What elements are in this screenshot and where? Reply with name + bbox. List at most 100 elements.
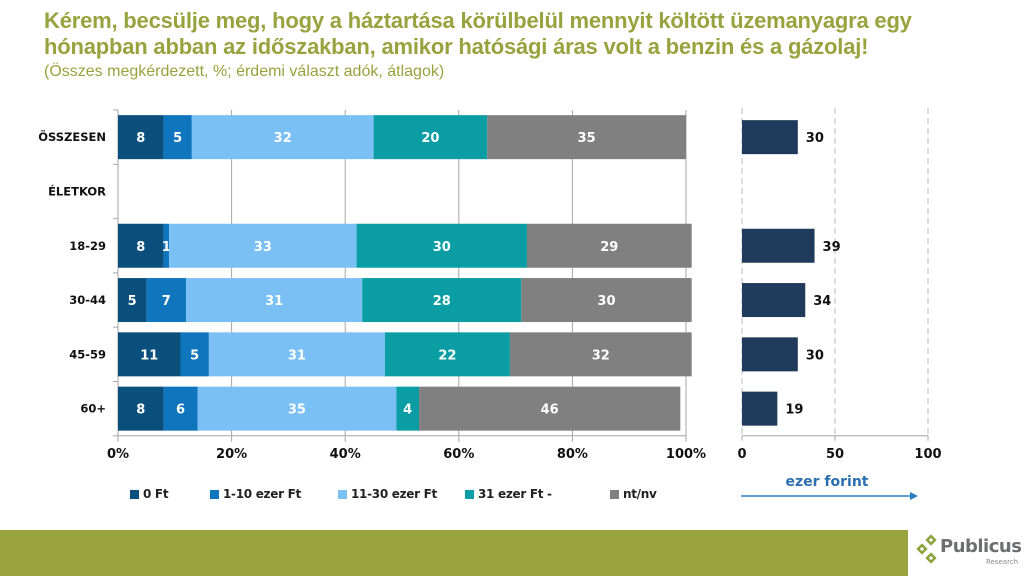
chart-title: Kérem, becsülje meg, hogy a háztartása k… — [44, 8, 912, 59]
avg-bar — [742, 120, 798, 155]
bar-segment — [163, 115, 192, 160]
legend-swatch-icon — [338, 489, 347, 499]
bar-segment — [356, 223, 527, 268]
stacked-bar-chart: 8 5 32 20 35 8 1 33 30 29 5 7 31 28 30 11 5 31 22 32 8 6 35 4 46… — [38, 108, 942, 462]
data-label: 1 — [162, 240, 171, 255]
avg-data-label: 39 — [823, 240, 841, 255]
legend-item: 11-30 ezer Ft — [338, 487, 437, 501]
avg-x-tick-label: 0 — [737, 447, 746, 462]
data-label: 22 — [438, 348, 456, 363]
bar-segment — [191, 115, 374, 160]
bar-segment — [118, 223, 164, 268]
data-label: 20 — [421, 131, 439, 146]
avg-x-tick-label: 50 — [826, 447, 844, 462]
legend-label: 1-10 ezer Ft — [223, 487, 301, 501]
legend-swatch-icon — [465, 489, 474, 499]
data-label: 35 — [288, 403, 306, 418]
bar-segment — [118, 115, 164, 160]
chart-header: Kérem, becsülje meg, hogy a háztartása k… — [44, 8, 1014, 81]
data-label: 32 — [592, 348, 610, 363]
legend-label: 0 Ft — [143, 487, 169, 501]
data-label: 28 — [433, 294, 451, 309]
bar-segment — [186, 278, 363, 323]
data-label: 8 — [136, 240, 145, 255]
x-tick-label: 40% — [330, 447, 361, 462]
arrow-head-icon — [910, 492, 918, 500]
category-label: ÉLETKOR — [48, 183, 106, 198]
data-label: 8 — [136, 403, 145, 418]
logo-sub: Research — [986, 558, 1019, 566]
bar-segment — [163, 223, 170, 268]
legend-label: nt/nv — [623, 487, 657, 501]
data-label: 30 — [597, 294, 615, 309]
data-label: 33 — [254, 240, 272, 255]
bar-segment — [146, 278, 187, 323]
data-label: 11 — [140, 348, 158, 363]
logo-name: Publicus — [940, 536, 1022, 557]
data-label: 7 — [162, 294, 171, 309]
avg-bar — [742, 391, 778, 426]
category-label: ÖSSZESEN — [38, 129, 106, 144]
bar-segment — [521, 278, 692, 323]
data-label: 30 — [433, 240, 451, 255]
x-tick-label: 100% — [666, 447, 706, 462]
bar-segment — [118, 332, 181, 377]
x-tick-label: 80% — [557, 447, 588, 462]
legend-item: 1-10 ezer Ft — [210, 487, 301, 501]
bar-segment — [208, 332, 385, 377]
x-axis-arrow: ezer forint — [741, 474, 918, 500]
bar-segment — [197, 386, 397, 431]
legend-item: nt/nv — [610, 487, 657, 501]
bar-segment — [169, 223, 357, 268]
data-label: 5 — [173, 131, 182, 146]
footer-bar — [0, 530, 908, 576]
publicus-logo: Publicus Research — [914, 534, 1024, 576]
legend-item: 0 Ft — [130, 487, 169, 501]
avg-bar — [742, 283, 806, 318]
logo-diamonds-icon — [916, 534, 937, 564]
bar-segment — [163, 386, 198, 431]
bar-segment — [384, 332, 510, 377]
category-label: 60+ — [80, 402, 106, 416]
bar-segment — [180, 332, 209, 377]
bar-segment — [396, 386, 420, 431]
data-label: 31 — [288, 348, 306, 363]
bar-segment — [118, 386, 164, 431]
avg-bar — [742, 337, 798, 372]
bar-segment — [373, 115, 488, 160]
avg-data-label: 34 — [813, 294, 831, 309]
data-label: 5 — [128, 294, 137, 309]
avg-data-label: 19 — [785, 403, 803, 418]
x-tick-label: 0% — [107, 447, 129, 462]
data-label: 46 — [541, 403, 559, 418]
data-label: 4 — [403, 403, 412, 418]
chart-legend: 0 Ft 1-10 ezer Ft 11-30 ezer Ft 31 ezer Ft … — [130, 487, 730, 507]
data-label: 29 — [600, 240, 618, 255]
chart-subtitle: (Összes megkérdezett, %; érdemi választ … — [44, 63, 445, 80]
bar-segment — [526, 223, 692, 268]
category-label: 18-29 — [69, 239, 106, 253]
avg-bar — [742, 228, 815, 263]
legend-swatch-icon — [130, 489, 139, 499]
legend-label: 11-30 ezer Ft — [351, 487, 437, 501]
x-tick-label: 20% — [216, 447, 247, 462]
legend-swatch-icon — [210, 489, 219, 499]
avg-data-label: 30 — [806, 131, 824, 146]
category-label: 30-44 — [69, 293, 106, 307]
bar-segment — [509, 332, 692, 377]
data-label: 5 — [190, 348, 199, 363]
avg-data-label: 30 — [806, 348, 824, 363]
bar-segment — [419, 386, 681, 431]
data-label: 31 — [265, 294, 283, 309]
data-label: 6 — [176, 403, 185, 418]
x-tick-label: 60% — [443, 447, 474, 462]
bar-segment — [118, 278, 147, 323]
category-label: 45-59 — [69, 347, 106, 361]
data-label: 35 — [578, 131, 596, 146]
legend-item: 31 ezer Ft - — [465, 487, 552, 501]
bar-segment — [362, 278, 522, 323]
legend-swatch-icon — [610, 489, 619, 499]
bar-segment — [487, 115, 686, 160]
avg-axis-label: ezer forint — [786, 474, 869, 490]
legend-label: 31 ezer Ft - — [478, 487, 552, 501]
